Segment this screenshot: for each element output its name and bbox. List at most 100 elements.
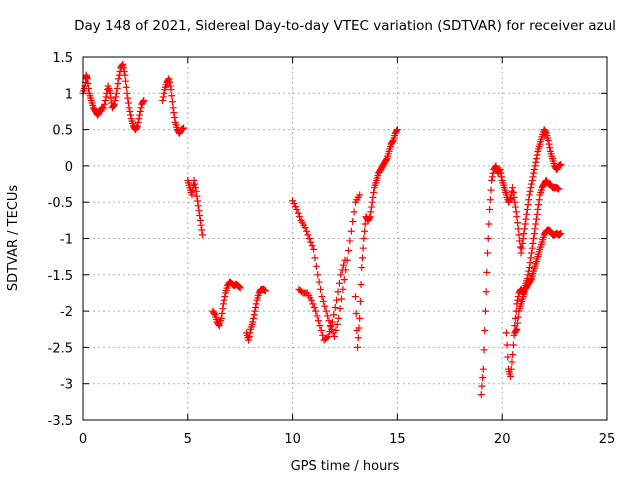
data-point: [508, 187, 516, 195]
data-point: [338, 266, 346, 274]
data-point: [112, 93, 120, 101]
data-point: [188, 191, 196, 199]
data-point: [236, 284, 244, 292]
data-point: [525, 196, 533, 204]
data-point: [196, 216, 204, 224]
data-point: [369, 193, 377, 201]
data-point: [486, 205, 494, 213]
data-point: [382, 156, 390, 164]
data-point: [356, 297, 364, 305]
data-point: [194, 197, 202, 205]
data-point: [215, 320, 223, 328]
data-point: [518, 244, 526, 252]
data-point: [534, 205, 542, 213]
data-point: [122, 77, 130, 85]
data-point: [503, 341, 511, 349]
data-point: [166, 82, 174, 90]
data-point: [530, 169, 538, 177]
data-point: [524, 271, 532, 279]
data-point: [344, 247, 352, 255]
data-point: [217, 314, 225, 322]
data-point: [523, 210, 531, 218]
data-point: [245, 336, 253, 344]
data-point: [110, 100, 118, 108]
data-point: [251, 307, 259, 315]
data-point: [515, 231, 523, 239]
data-point: [333, 296, 341, 304]
data-point: [319, 297, 327, 305]
data-point: [313, 312, 321, 320]
data-point: [169, 104, 177, 112]
data-point: [527, 184, 535, 192]
data-point: [527, 254, 535, 262]
data-point: [355, 324, 363, 332]
data-point: [135, 115, 143, 123]
data-point: [509, 184, 517, 192]
data-point: [528, 244, 536, 252]
data-point: [210, 310, 218, 318]
data-point: [526, 259, 534, 267]
data-point: [133, 122, 141, 130]
data-point: [486, 196, 494, 204]
grid: [83, 57, 607, 420]
data-point: [308, 242, 316, 250]
data-point: [528, 180, 536, 188]
data-point: [491, 163, 499, 171]
data-point: [245, 333, 253, 341]
data-point: [517, 249, 525, 257]
y-tick-label: 0.5: [52, 124, 73, 139]
data-point: [530, 230, 538, 238]
data-point: [301, 224, 309, 232]
data-point: [336, 305, 344, 313]
data-point: [352, 310, 360, 318]
data-point: [512, 326, 520, 334]
data-point: [111, 97, 119, 105]
data-point: [190, 176, 198, 184]
data-point: [360, 235, 368, 242]
data-point: [171, 114, 179, 121]
data-point: [546, 144, 554, 152]
data-point: [327, 323, 335, 331]
data-point: [502, 329, 510, 337]
data-point: [235, 282, 243, 290]
data-point: [334, 288, 342, 296]
data-point: [125, 104, 133, 112]
data-point: [121, 71, 129, 79]
chart-title: Day 148 of 2021, Sidereal Day-to-day VTE…: [74, 18, 616, 34]
data-point: [507, 195, 515, 203]
data-point: [252, 303, 260, 311]
data-point: [191, 184, 199, 192]
data-point: [340, 261, 348, 269]
data-point: [218, 310, 226, 318]
data-point: [83, 75, 91, 83]
data-point: [361, 220, 369, 228]
x-tick-label: 15: [389, 432, 406, 447]
data-point: [314, 271, 322, 279]
data-point: [339, 285, 347, 293]
data-point: [514, 313, 522, 321]
data-point: [524, 201, 532, 209]
data-point: [170, 109, 178, 117]
data-point: [326, 328, 334, 336]
data-point: [514, 296, 522, 304]
data-point: [529, 173, 537, 181]
data-point: [511, 203, 519, 211]
data-point: [477, 391, 485, 399]
data-point: [159, 93, 167, 101]
data-point: [508, 358, 516, 366]
data-point: [219, 305, 227, 313]
data-point: [165, 75, 173, 83]
data-point: [487, 186, 495, 194]
data-point: [531, 225, 539, 233]
data-point: [512, 208, 520, 216]
data-point: [167, 86, 175, 94]
data-point: [159, 97, 167, 105]
y-tick-label: 0: [65, 160, 73, 175]
data-point: [101, 100, 109, 108]
data-point: [331, 333, 339, 341]
data-point: [307, 238, 315, 246]
data-point: [511, 198, 519, 206]
data-point: [139, 98, 147, 106]
data-point: [122, 83, 130, 91]
